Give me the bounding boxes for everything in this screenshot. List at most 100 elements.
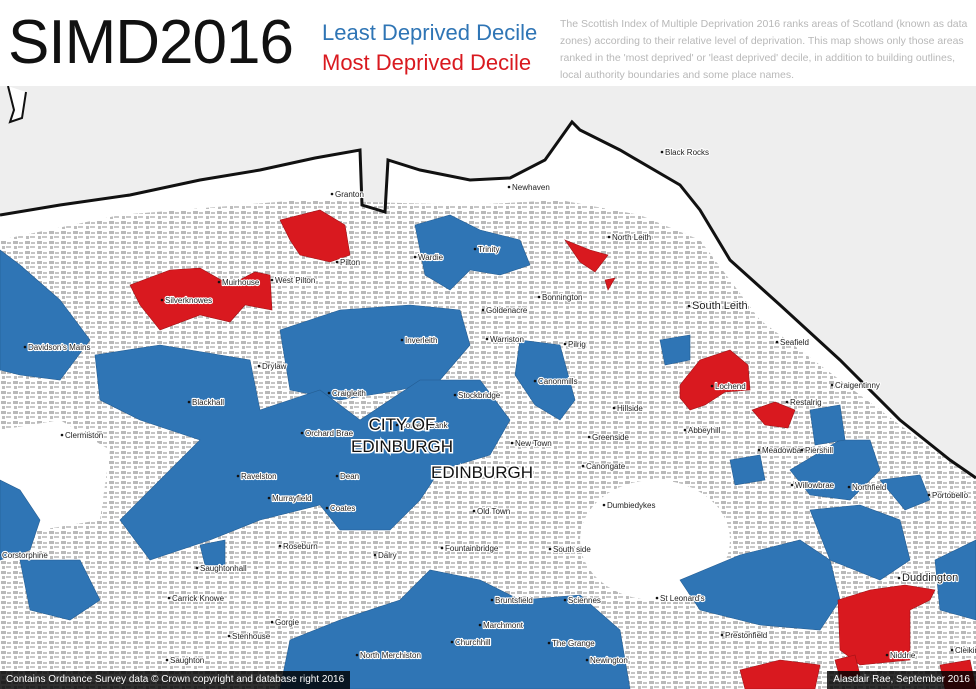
place-label: Orchard Brae xyxy=(305,429,354,438)
place-label: Northfield xyxy=(852,483,886,492)
coastline xyxy=(0,119,976,480)
place-dot xyxy=(830,383,834,387)
place-label: Murrayfield xyxy=(272,494,312,503)
place-label: Bonnington xyxy=(542,293,582,302)
place-label: Seafield xyxy=(780,338,809,347)
place-dot xyxy=(373,553,377,557)
place-label: Stockbridge xyxy=(458,391,501,400)
description: The Scottish Index of Multiple Deprivati… xyxy=(560,18,968,81)
place-dot xyxy=(167,596,171,600)
place-label: Prestonfield xyxy=(725,631,767,640)
place-dot xyxy=(775,340,779,344)
place-label: Pilton xyxy=(340,258,360,267)
place-dot xyxy=(60,433,64,437)
place-dot xyxy=(885,653,889,657)
place-dot xyxy=(587,435,591,439)
least-deprived-areas xyxy=(0,214,976,689)
place-label: Comely Bank xyxy=(400,421,449,430)
place-dot xyxy=(485,337,489,341)
place-label: Marchmont xyxy=(483,621,524,630)
place-label: West Pilton xyxy=(275,276,315,285)
place-label: Warriston xyxy=(490,335,524,344)
place-dot xyxy=(950,648,954,652)
place-label: Dumbiedykes xyxy=(607,501,655,510)
city-label: EDINBURGH xyxy=(431,463,533,482)
place-dot xyxy=(187,400,191,404)
place-label: Newhaven xyxy=(512,183,550,192)
place-dot xyxy=(217,280,221,284)
place-dot xyxy=(413,255,417,259)
place-label: Stenhouse xyxy=(232,632,271,641)
place-label: Coates xyxy=(330,504,355,513)
place-label: The Grange xyxy=(552,639,595,648)
place-dot xyxy=(195,566,199,570)
place-label: Bruntsfield xyxy=(495,596,533,605)
header: SIMD2016 Least Deprived Decile Most Depr… xyxy=(0,0,976,86)
place-label: Lochend xyxy=(715,382,746,391)
place-dot xyxy=(602,503,606,507)
place-dot xyxy=(473,247,477,251)
island xyxy=(7,85,27,124)
place-dot xyxy=(490,598,494,602)
place-dot xyxy=(327,391,331,395)
place-label: Dalry xyxy=(378,551,397,560)
place-label: Trinity xyxy=(478,245,499,254)
place-dot xyxy=(757,448,761,452)
place-dot xyxy=(537,295,541,299)
place-dot xyxy=(927,493,931,497)
place-label: Meadowbank xyxy=(762,446,811,455)
place-label: Saughtonhall xyxy=(200,564,247,573)
place-dot xyxy=(548,547,552,551)
place-label: Saughton xyxy=(170,656,204,665)
place-dot xyxy=(612,406,616,410)
place-label: Corstorphine xyxy=(2,551,48,560)
place-label: Craigleith xyxy=(332,389,366,398)
place-label: Pilrig xyxy=(568,340,586,349)
place-label: Wardie xyxy=(418,253,444,262)
place-dot xyxy=(563,342,567,346)
place-label: Abbeyhill xyxy=(688,426,721,435)
place-label: Gorgie xyxy=(275,618,300,627)
place-label: Restalrig xyxy=(790,398,822,407)
place-label: Goldenacre xyxy=(486,306,528,315)
title: SIMD2016 xyxy=(8,8,294,77)
place-label: Piershill xyxy=(805,446,833,455)
place-dot xyxy=(330,192,334,196)
place-dot xyxy=(683,428,687,432)
place-dot xyxy=(395,423,399,427)
place-label: Craigentinny xyxy=(835,381,880,390)
place-dot xyxy=(355,653,359,657)
place-label: Cleikimin xyxy=(955,646,976,655)
place-label: New Town xyxy=(515,439,552,448)
place-label: Carrick Knowe xyxy=(172,594,225,603)
place-dot xyxy=(897,576,901,580)
place-label: Dean xyxy=(340,472,359,481)
place-label: Blackhall xyxy=(192,398,224,407)
place-label: Old Town xyxy=(477,507,510,516)
place-dot xyxy=(160,298,164,302)
place-label: Churchhill xyxy=(455,638,491,647)
place-label: Duddington xyxy=(902,572,958,584)
park xyxy=(580,480,730,600)
place-label: North Leith xyxy=(612,233,651,242)
place-label: Ravelston xyxy=(241,472,277,481)
place-label: Silverknowes xyxy=(165,296,212,305)
place-dot xyxy=(533,379,537,383)
place-dot xyxy=(270,620,274,624)
credit: Alasdair Rae, September 2016 xyxy=(827,671,976,689)
place-label: South side xyxy=(553,545,591,554)
place-dot xyxy=(257,364,261,368)
credit: Contains Ordnance Survey data © Crown co… xyxy=(0,671,351,689)
place-dot xyxy=(440,546,444,550)
place-dot xyxy=(547,641,551,645)
place-dot xyxy=(165,658,169,662)
place-label: Portobello xyxy=(932,491,969,500)
place-label: Black Rocks xyxy=(665,148,709,157)
place-dot xyxy=(800,448,804,452)
place-label: Willowbrae xyxy=(795,481,835,490)
place-dot xyxy=(660,150,664,154)
city-label: EDINBURGH xyxy=(351,437,453,456)
place-label: Davidson's Mains xyxy=(28,343,90,352)
